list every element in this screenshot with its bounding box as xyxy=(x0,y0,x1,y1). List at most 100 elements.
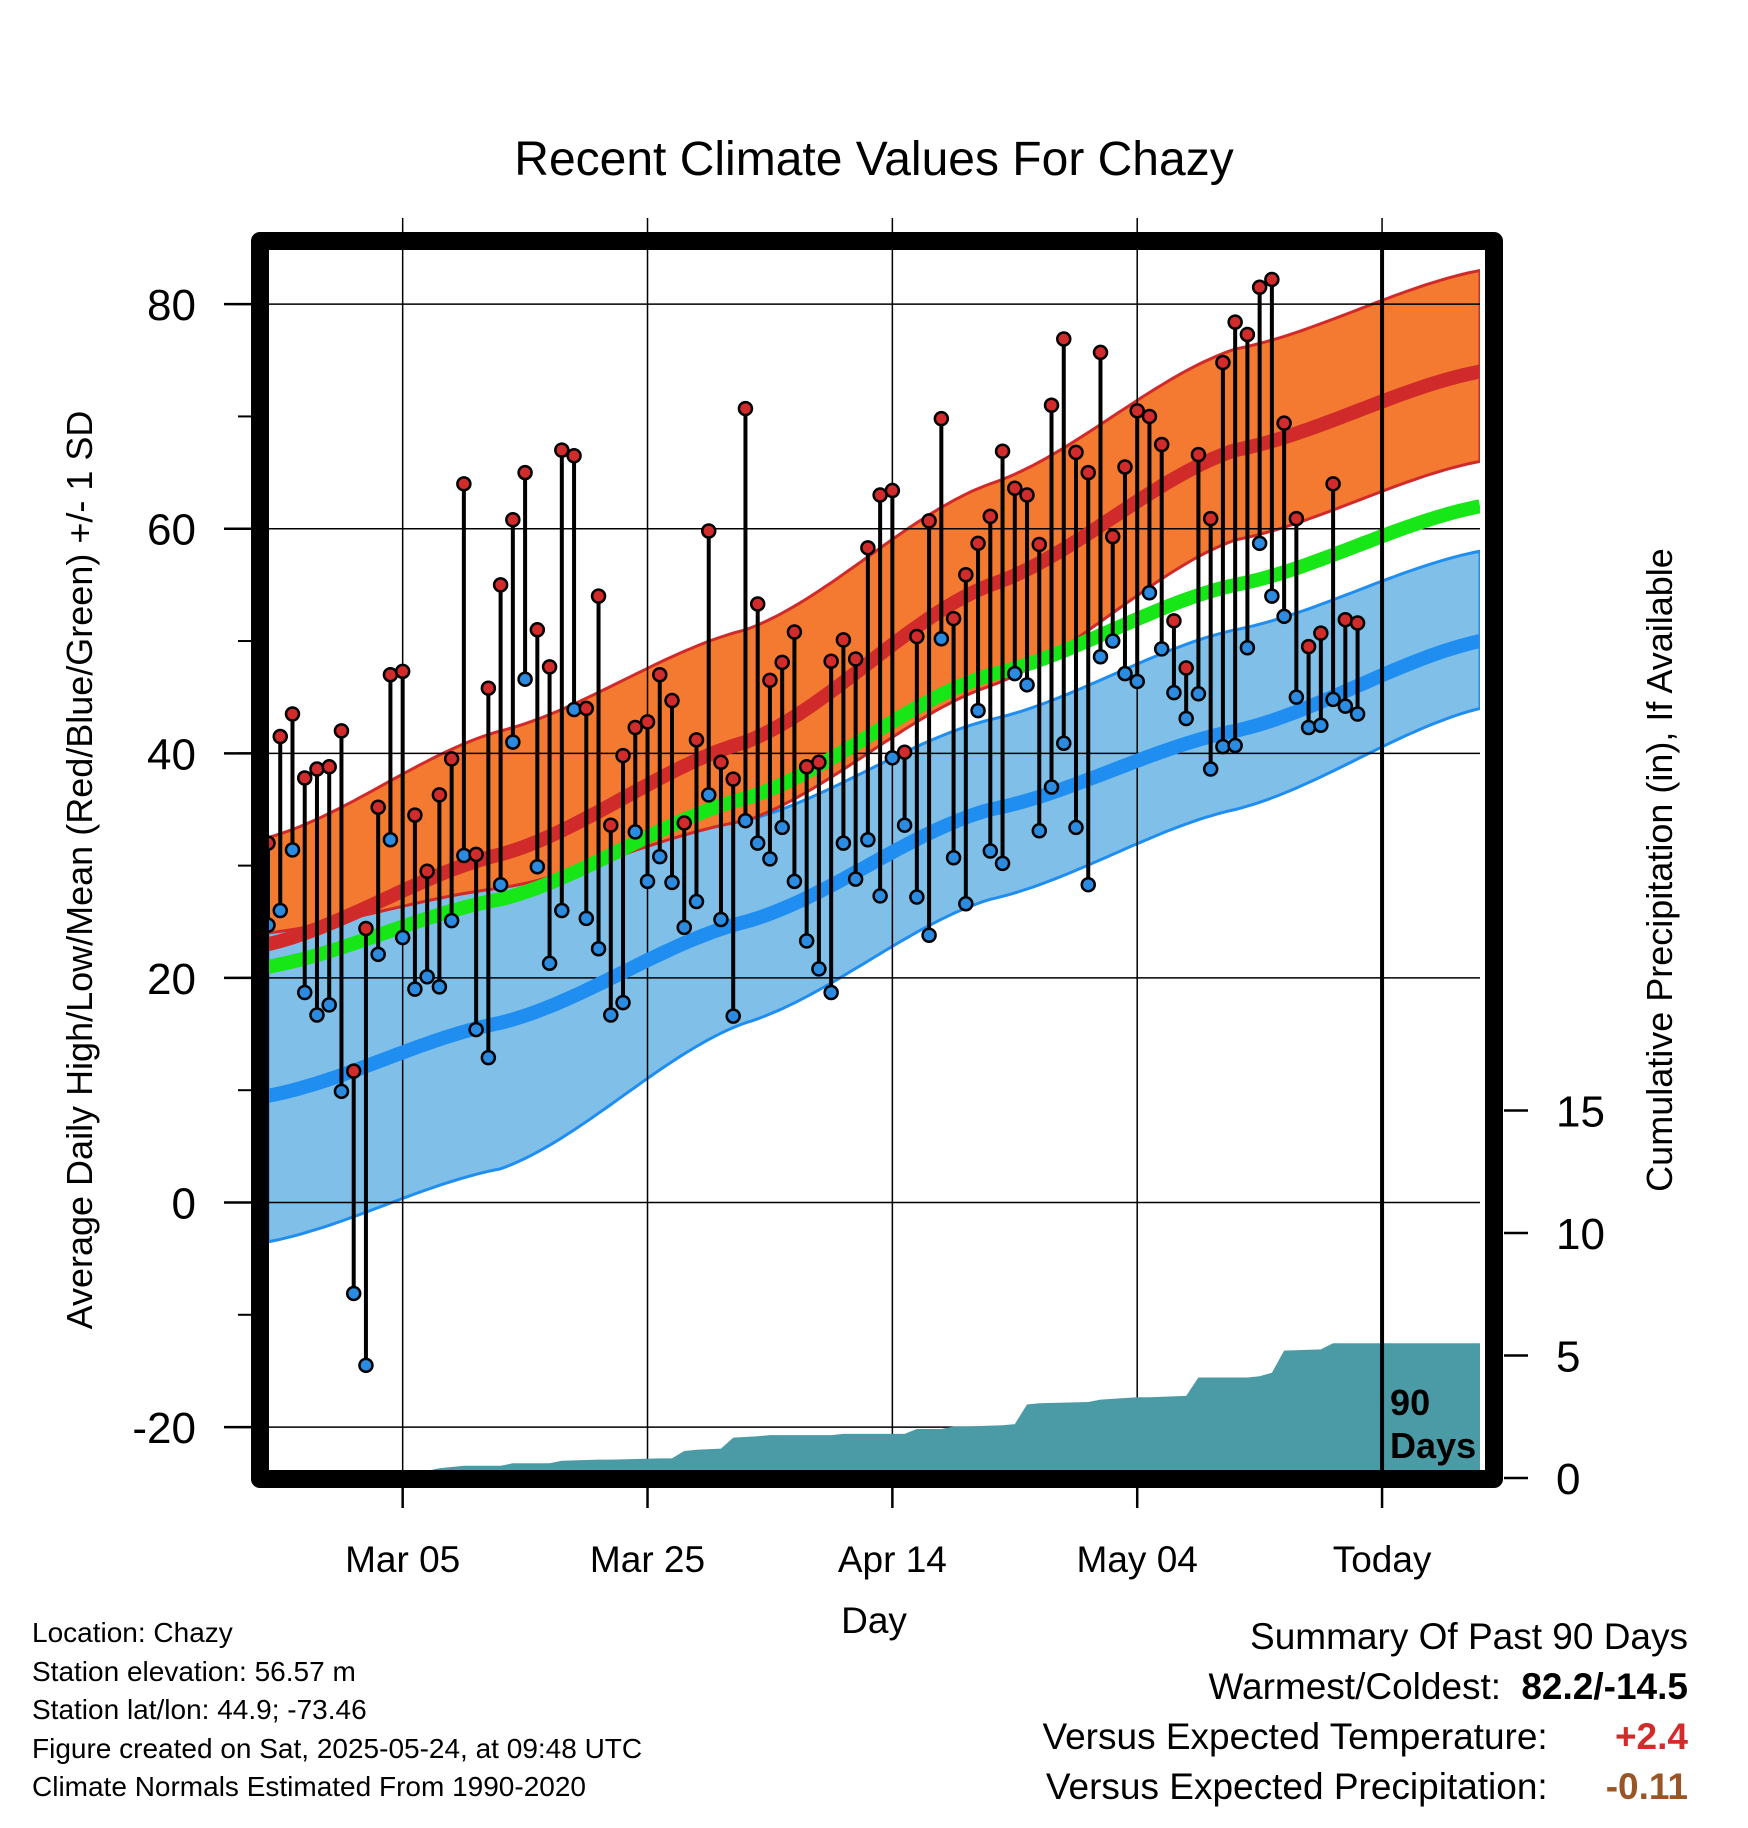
daily-high-point xyxy=(749,596,766,612)
warm-cold-label: Warmest/Coldest: xyxy=(1208,1666,1502,1707)
daily-high-point xyxy=(688,732,705,748)
daily-low-point xyxy=(1300,719,1317,736)
daily-high-point xyxy=(615,747,631,764)
daily-high-point xyxy=(480,680,497,696)
daily-high-point xyxy=(1104,528,1121,545)
y-tick-label: -20 xyxy=(132,1404,196,1453)
daily-high-point xyxy=(1153,436,1170,453)
daily-high-point xyxy=(847,651,864,667)
daily-high-point xyxy=(1337,611,1354,628)
daily-high-point xyxy=(945,610,962,627)
x-axis-label: Day xyxy=(841,1600,907,1641)
daily-low-point xyxy=(1313,717,1329,733)
daily-low-point xyxy=(431,979,448,995)
daily-low-point xyxy=(1129,673,1145,690)
daily-low-point xyxy=(1215,738,1231,755)
daily-high-point xyxy=(456,476,472,492)
daily-high-point xyxy=(737,400,754,417)
normals-text: Climate Normals Estimated From 1990-2020 xyxy=(32,1771,586,1802)
daily-low-point xyxy=(1325,691,1341,708)
daily-high-point xyxy=(1264,271,1280,288)
daily-high-point xyxy=(700,523,717,539)
daily-high-point xyxy=(1080,464,1096,481)
daily-low-point xyxy=(505,734,521,750)
daily-low-point xyxy=(884,750,901,766)
daily-low-point xyxy=(468,1021,484,1038)
daily-high-point xyxy=(468,846,484,863)
y2-tick-label: 15 xyxy=(1556,1088,1605,1137)
daily-high-point xyxy=(982,508,999,525)
daily-low-point xyxy=(1117,665,1133,682)
daily-low-point xyxy=(1349,706,1366,722)
chart-title: Recent Climate Values For Chazy xyxy=(514,133,1233,186)
daily-high-point xyxy=(835,632,852,648)
daily-low-point xyxy=(358,1357,374,1374)
daily-low-point xyxy=(517,671,533,687)
daily-low-point xyxy=(272,902,288,919)
daily-high-point xyxy=(884,482,901,499)
daily-high-point xyxy=(664,692,680,709)
location-text: Location: Chazy xyxy=(32,1617,233,1648)
summary-panel: Summary Of Past 90 Days Warmest/Coldest:… xyxy=(1042,1612,1688,1812)
daily-low-point xyxy=(309,1007,325,1023)
x-tick-label: Today xyxy=(1333,1539,1432,1580)
daily-high-point xyxy=(1092,344,1109,361)
daily-high-point xyxy=(1178,660,1194,676)
daily-low-point xyxy=(1276,608,1292,625)
daily-low-point xyxy=(811,961,827,977)
daily-high-point xyxy=(1117,459,1133,475)
daily-low-point xyxy=(419,969,435,985)
daily-low-point xyxy=(603,1007,619,1023)
daily-low-point xyxy=(554,902,570,919)
y-tick-label: 0 xyxy=(172,1179,196,1228)
precip-label: Versus Expected Precipitation: xyxy=(1045,1766,1548,1807)
daily-high-point xyxy=(284,706,301,722)
daily-high-point xyxy=(1313,625,1329,641)
daily-low-point xyxy=(774,819,790,836)
days-label-1: 90 xyxy=(1390,1382,1430,1423)
daily-high-point xyxy=(431,787,448,803)
daily-low-point xyxy=(1019,677,1035,693)
daily-high-point xyxy=(1251,279,1268,296)
daily-high-point xyxy=(578,700,595,717)
daily-low-point xyxy=(1068,819,1084,836)
daily-low-point xyxy=(798,933,815,949)
daily-high-point xyxy=(541,659,558,675)
daily-high-point xyxy=(505,512,521,528)
x-tick-label: Apr 14 xyxy=(838,1539,947,1580)
daily-high-point xyxy=(909,628,925,645)
y-tick-label: 80 xyxy=(147,281,196,330)
y-tick-label: 60 xyxy=(147,506,196,555)
daily-low-point xyxy=(1153,641,1170,657)
summary-heading: Summary Of Past 90 Days xyxy=(1250,1616,1688,1657)
daily-high-point xyxy=(994,443,1011,460)
daily-high-point xyxy=(443,751,460,767)
daily-low-point xyxy=(1227,737,1243,754)
temp-label: Versus Expected Temperature: xyxy=(1042,1716,1548,1757)
daily-high-point xyxy=(333,723,350,739)
daily-low-point xyxy=(1092,648,1109,665)
daily-high-point xyxy=(970,535,986,552)
daily-low-point xyxy=(896,817,913,833)
precip-row: Versus Expected Precipitation: -0.11 xyxy=(1042,1762,1688,1812)
daily-high-point xyxy=(921,513,937,529)
daily-low-point xyxy=(933,631,950,647)
daily-high-point xyxy=(1019,487,1035,503)
daily-high-point xyxy=(1288,510,1305,527)
daily-low-point xyxy=(1080,876,1096,893)
daily-low-point xyxy=(529,858,546,875)
days-label-2: Days xyxy=(1390,1425,1476,1466)
daily-low-point xyxy=(284,842,301,858)
daily-low-point xyxy=(407,981,423,997)
daily-low-point xyxy=(1141,584,1158,601)
daily-low-point xyxy=(921,927,937,943)
daily-low-point xyxy=(627,824,644,840)
daily-high-point xyxy=(1227,314,1243,330)
y-axis-label: Average Daily High/Low/Mean (Red/Blue/Gr… xyxy=(59,411,100,1330)
daily-high-point xyxy=(627,719,644,736)
daily-low-point xyxy=(566,701,582,718)
daily-high-point xyxy=(1215,354,1231,371)
y2-tick-label: 10 xyxy=(1556,1210,1605,1259)
daily-high-point xyxy=(407,807,423,823)
daily-low-point xyxy=(994,855,1011,872)
